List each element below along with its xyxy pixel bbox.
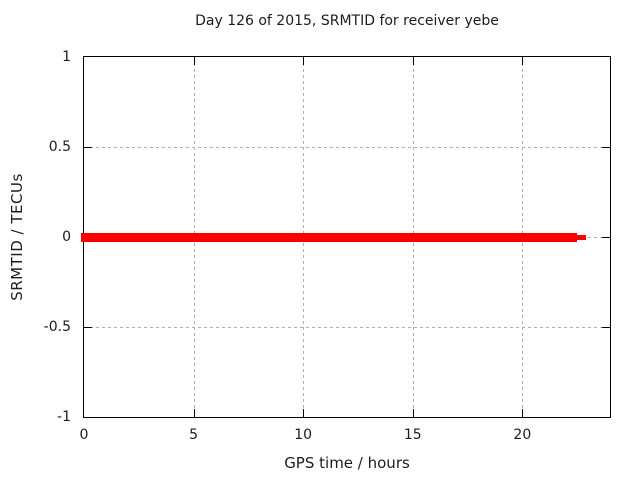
- x-tick-top: [303, 57, 305, 65]
- y-tick-label: -0.5: [43, 319, 71, 335]
- x-tick-label: 20: [513, 427, 532, 443]
- y-tick-right: [602, 237, 610, 238]
- y-tick-label: -1: [57, 409, 71, 425]
- plot-area: [81, 56, 611, 418]
- x-tick-bottom: [303, 409, 305, 417]
- x-tick-label: 10: [294, 427, 313, 443]
- x-tick-bottom: [522, 409, 524, 417]
- y-tick-right: [602, 147, 610, 148]
- y-tick-right: [602, 327, 610, 328]
- x-tick-label: 15: [403, 427, 422, 443]
- y-tick-label: 0: [62, 229, 71, 245]
- y-tick-left: [84, 327, 92, 328]
- x-tick-label: 0: [79, 427, 89, 443]
- x-axis-label: GPS time / hours: [284, 454, 410, 472]
- x-tick-label: 5: [189, 427, 199, 443]
- x-tick-top: [412, 57, 414, 65]
- y-gridline: [84, 327, 610, 328]
- data-line-srmtid: [81, 232, 578, 242]
- y-tick-label: 1: [62, 49, 71, 65]
- chart-title: Day 126 of 2015, SRMTID for receiver yeb…: [195, 13, 499, 29]
- data-line-srmtid: [577, 234, 586, 240]
- x-tick-bottom: [412, 409, 414, 417]
- x-tick-top: [193, 57, 195, 65]
- x-tick-top: [522, 57, 524, 65]
- y-tick-label: 0.5: [48, 139, 71, 155]
- x-tick-bottom: [193, 409, 195, 417]
- y-tick-left: [84, 147, 92, 148]
- y-gridline: [84, 147, 610, 148]
